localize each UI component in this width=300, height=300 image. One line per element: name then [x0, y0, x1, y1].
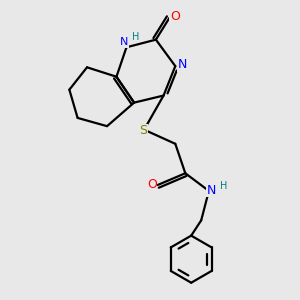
Text: N: N [178, 58, 187, 71]
Text: O: O [147, 178, 157, 191]
Text: N: N [120, 37, 128, 47]
Text: N: N [207, 184, 217, 197]
Text: H: H [132, 32, 140, 42]
Text: S: S [140, 124, 148, 137]
Text: H: H [220, 181, 228, 190]
Text: O: O [170, 10, 180, 23]
